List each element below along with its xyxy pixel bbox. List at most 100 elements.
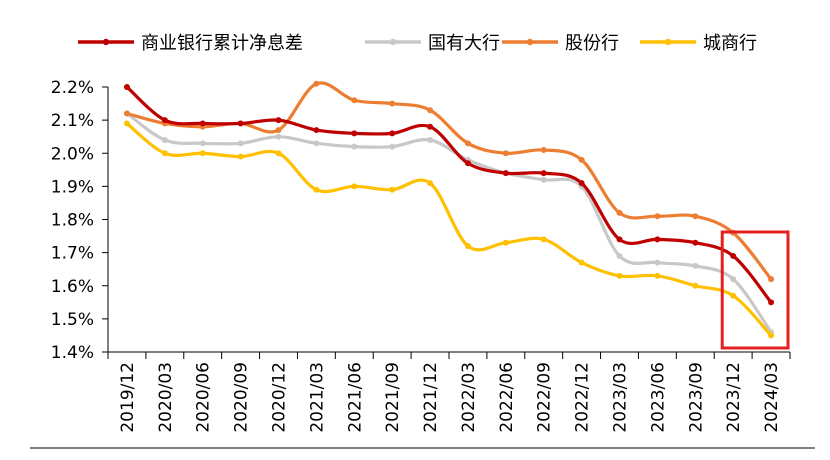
legend-item-2: 股份行 (502, 33, 619, 54)
data-point (502, 150, 509, 157)
data-point (389, 186, 396, 193)
data-point (237, 140, 244, 147)
data-point (540, 236, 547, 243)
data-point (313, 80, 320, 87)
data-point (730, 276, 737, 283)
data-point (616, 236, 623, 243)
data-point (313, 140, 320, 147)
data-point (237, 120, 244, 127)
data-point (427, 123, 434, 130)
data-point (768, 276, 775, 283)
x-tick-label: 2019/12 (118, 362, 138, 433)
highlight-box (720, 230, 790, 350)
data-point (123, 120, 130, 127)
data-point (427, 107, 434, 114)
y-axis: 1.4% 1.5% 1.6% 1.7% 1.8% 1.9% 2.0% 2.1% 2.2% (51, 78, 109, 363)
x-tick-label: 2022/06 (497, 362, 517, 433)
legend-label: 国有大行 (428, 33, 500, 54)
data-point (768, 299, 775, 306)
x-tick-label: 2020/03 (156, 362, 176, 433)
data-point (692, 213, 699, 220)
series-0 (123, 84, 775, 306)
legend-label: 股份行 (565, 33, 619, 54)
series-layer (123, 80, 775, 339)
annotation-layer (720, 230, 790, 350)
data-point (123, 84, 130, 90)
y-tick-label: 1.5% (51, 310, 94, 330)
data-point (540, 146, 547, 153)
x-tick-label: 2021/12 (421, 362, 441, 433)
data-point (654, 236, 661, 243)
legend-label: 城商行 (703, 33, 757, 54)
y-tick-label: 2.0% (51, 144, 94, 164)
x-tick-label: 2023/09 (686, 362, 706, 433)
data-point (616, 272, 623, 279)
y-tick-label: 1.6% (51, 277, 94, 297)
data-point (389, 100, 396, 107)
data-point (427, 180, 434, 187)
data-point (351, 97, 358, 104)
data-point (237, 153, 244, 160)
legend-marker (526, 38, 534, 46)
data-point (351, 183, 358, 190)
data-point (502, 239, 509, 246)
data-point (161, 150, 168, 157)
data-point (616, 209, 623, 216)
y-tick-label: 2.2% (51, 78, 94, 98)
x-tick-label: 2022/12 (573, 362, 593, 433)
y-tick-label: 2.1% (51, 111, 94, 131)
data-point (540, 170, 547, 177)
series-3 (123, 120, 775, 339)
series-line (125, 85, 773, 304)
data-point (427, 137, 434, 143)
x-tick-label: 2020/06 (194, 362, 214, 433)
series-line (125, 121, 773, 338)
x-tick-label: 2021/06 (345, 362, 365, 433)
x-tick-label: 2022/09 (535, 362, 555, 433)
data-point (616, 252, 623, 259)
y-tick-label: 1.9% (51, 177, 94, 197)
data-point (389, 143, 396, 150)
data-point (730, 292, 737, 299)
data-point (123, 110, 130, 117)
data-point (502, 170, 509, 177)
series-2 (123, 80, 775, 283)
data-point (654, 259, 661, 266)
data-point (161, 137, 168, 143)
y-tick-label: 1.4% (51, 343, 94, 363)
x-tick-label: 2021/03 (307, 362, 327, 433)
data-point (464, 140, 471, 147)
data-point (464, 243, 471, 249)
x-tick-label: 2020/09 (232, 362, 252, 433)
y-tick-label: 1.8% (51, 211, 94, 231)
x-tick-label: 2022/03 (459, 362, 479, 433)
data-point (768, 332, 775, 339)
data-point (199, 120, 206, 127)
legend-marker (389, 38, 397, 46)
data-point (654, 272, 661, 279)
data-point (275, 133, 282, 140)
data-point (730, 252, 737, 259)
legend-marker (102, 38, 110, 46)
data-point (578, 180, 585, 187)
legend-item-3: 城商行 (640, 33, 757, 54)
x-tick-label: 2021/09 (383, 362, 403, 433)
data-point (540, 176, 547, 183)
data-point (692, 262, 699, 269)
x-axis: 2019/12 2020/03 2020/06 2020/09 2020/12 2021/… (107, 351, 791, 433)
data-point (199, 150, 206, 157)
x-tick-label: 2024/03 (762, 362, 782, 433)
data-point (275, 117, 282, 124)
y-tick-label: 1.7% (51, 244, 94, 264)
data-point (464, 160, 471, 167)
x-tick-label: 2023/03 (611, 362, 631, 433)
data-point (275, 150, 282, 157)
data-point (692, 239, 699, 246)
data-point (161, 117, 168, 124)
data-point (654, 213, 661, 220)
data-point (351, 130, 358, 137)
data-point (578, 156, 585, 163)
data-point (692, 282, 699, 289)
x-tick-label: 2023/12 (724, 362, 744, 433)
